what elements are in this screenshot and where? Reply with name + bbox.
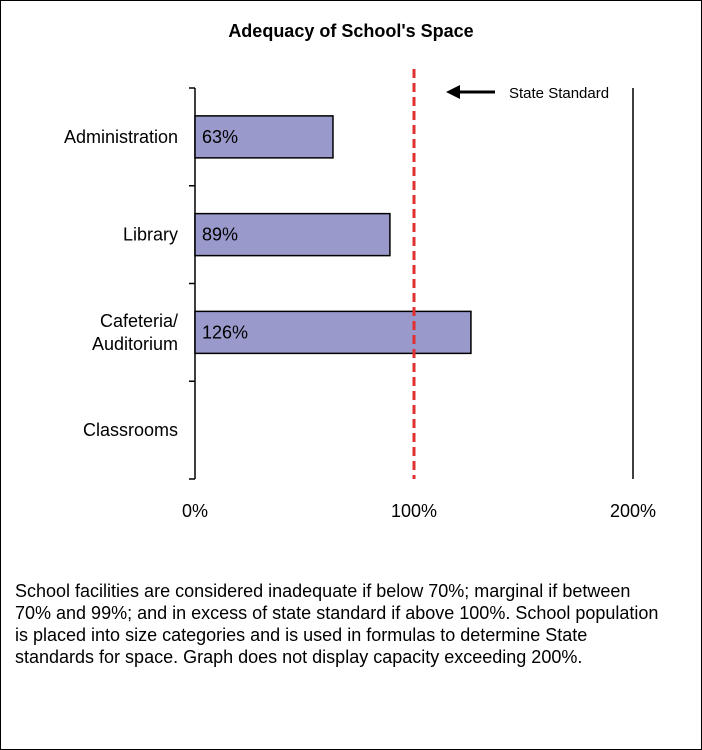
category-label: Auditorium (92, 334, 178, 354)
bar-value-label: 89% (202, 225, 238, 245)
bar-value-label: 126% (202, 322, 248, 342)
category-label: Library (123, 225, 178, 245)
category-label: Cafeteria/ (100, 311, 178, 331)
chart-footnote: School facilities are considered inadequ… (15, 581, 659, 667)
chart-plot: 0% 100% 200% Administration 63% Library 89% Caf… (64, 69, 656, 521)
x-tick-label: 200% (610, 501, 656, 521)
legend-label: State Standard (509, 85, 609, 102)
bar (194, 310, 472, 355)
bar (194, 115, 334, 159)
bar (194, 212, 391, 257)
category-label: Administration (64, 127, 178, 147)
category-label: Classrooms (83, 420, 178, 440)
chart-title: Adequacy of School's Space (228, 21, 474, 41)
x-tick-label: 100% (391, 501, 437, 521)
bar-value-label: 63% (202, 127, 238, 147)
x-tick-label: 0% (182, 501, 208, 521)
legend-arrow-head (446, 85, 460, 99)
